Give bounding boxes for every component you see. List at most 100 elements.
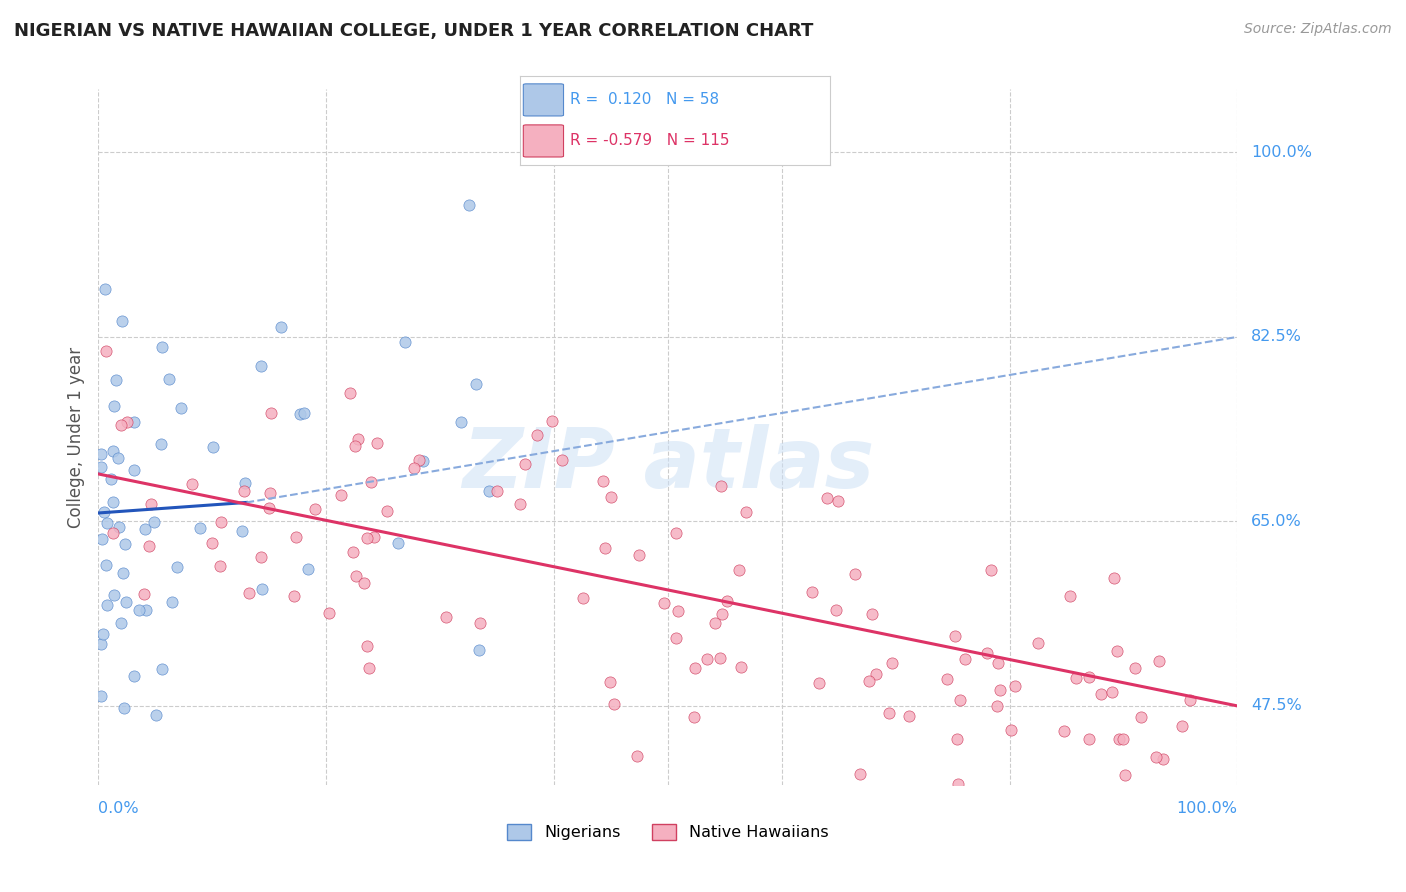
Point bbox=[347, 433, 370, 447]
Point bbox=[90, 460, 112, 475]
Point bbox=[288, 407, 311, 421]
Point bbox=[526, 428, 548, 442]
Point bbox=[259, 485, 281, 500]
Point bbox=[138, 540, 160, 554]
Point bbox=[709, 651, 731, 665]
Point bbox=[865, 666, 887, 681]
Point bbox=[134, 522, 156, 536]
Point bbox=[201, 440, 224, 454]
Point bbox=[946, 776, 969, 790]
Point bbox=[730, 660, 752, 674]
Point bbox=[696, 651, 718, 665]
Point bbox=[711, 607, 734, 621]
Point bbox=[1123, 661, 1146, 675]
Point bbox=[363, 530, 385, 544]
Point bbox=[628, 548, 651, 562]
Point bbox=[94, 558, 117, 573]
Point bbox=[112, 700, 135, 714]
Text: Source: ZipAtlas.com: Source: ZipAtlas.com bbox=[1244, 22, 1392, 37]
Text: 65.0%: 65.0% bbox=[1251, 514, 1302, 529]
Point bbox=[1000, 723, 1022, 738]
Point bbox=[849, 767, 872, 781]
Point bbox=[734, 505, 756, 519]
Point bbox=[1064, 671, 1087, 685]
Point bbox=[231, 524, 253, 538]
Point bbox=[593, 541, 616, 555]
Point bbox=[626, 749, 648, 764]
Point bbox=[1178, 693, 1201, 707]
Point bbox=[100, 472, 122, 486]
Point bbox=[257, 501, 280, 516]
Point bbox=[703, 616, 725, 631]
Point bbox=[233, 476, 256, 491]
Point bbox=[682, 710, 704, 724]
Point bbox=[232, 483, 254, 498]
Point bbox=[112, 566, 135, 581]
Point bbox=[94, 343, 117, 358]
Point bbox=[150, 662, 173, 676]
Point bbox=[1104, 571, 1126, 585]
Point bbox=[1108, 731, 1130, 746]
Point bbox=[450, 415, 472, 429]
Point bbox=[465, 376, 488, 391]
Point bbox=[188, 521, 211, 535]
Point bbox=[1077, 731, 1099, 746]
Point bbox=[250, 549, 273, 564]
Point bbox=[108, 520, 131, 534]
Text: 100.0%: 100.0% bbox=[1177, 801, 1237, 816]
Point bbox=[877, 706, 900, 720]
Point bbox=[93, 505, 115, 519]
Point bbox=[603, 698, 626, 712]
Point bbox=[250, 582, 273, 596]
Point bbox=[150, 437, 173, 451]
Point bbox=[1171, 719, 1194, 733]
Point bbox=[139, 497, 162, 511]
Point bbox=[124, 462, 146, 476]
Point bbox=[1090, 687, 1112, 701]
Point bbox=[485, 484, 508, 499]
Point bbox=[599, 674, 621, 689]
Point bbox=[90, 689, 112, 703]
Point bbox=[844, 566, 866, 581]
Point bbox=[827, 494, 849, 508]
Text: NIGERIAN VS NATIVE HAWAIIAN COLLEGE, UNDER 1 YEAR CORRELATION CHART: NIGERIAN VS NATIVE HAWAIIAN COLLEGE, UND… bbox=[14, 22, 814, 40]
Point bbox=[128, 603, 150, 617]
Point bbox=[122, 669, 145, 683]
Point bbox=[110, 418, 132, 433]
Point bbox=[342, 545, 364, 559]
Point bbox=[1053, 724, 1076, 739]
Point bbox=[103, 399, 125, 413]
Point bbox=[862, 607, 884, 621]
Point bbox=[110, 615, 132, 630]
Point bbox=[815, 491, 838, 505]
Point bbox=[394, 334, 416, 349]
Point bbox=[551, 453, 574, 467]
Point bbox=[101, 525, 124, 540]
Point bbox=[387, 536, 409, 550]
Point bbox=[105, 373, 128, 387]
Point bbox=[143, 515, 166, 529]
Point bbox=[209, 515, 232, 529]
Point bbox=[540, 414, 562, 428]
Point bbox=[115, 415, 138, 429]
Point bbox=[292, 406, 315, 420]
Point bbox=[949, 693, 972, 707]
Point bbox=[1129, 710, 1152, 724]
Point bbox=[134, 603, 156, 617]
Point bbox=[434, 610, 457, 624]
Point bbox=[513, 457, 536, 471]
Point bbox=[111, 314, 134, 328]
Point bbox=[665, 631, 688, 645]
Point bbox=[800, 585, 823, 599]
Point bbox=[284, 530, 307, 544]
Point bbox=[114, 537, 136, 551]
Point bbox=[166, 560, 188, 574]
Point bbox=[162, 595, 184, 609]
Point bbox=[936, 672, 959, 686]
Point bbox=[344, 569, 367, 583]
Point bbox=[402, 461, 425, 475]
Point bbox=[910, 787, 932, 801]
Point bbox=[94, 283, 117, 297]
Point bbox=[91, 626, 114, 640]
Point bbox=[728, 563, 751, 577]
